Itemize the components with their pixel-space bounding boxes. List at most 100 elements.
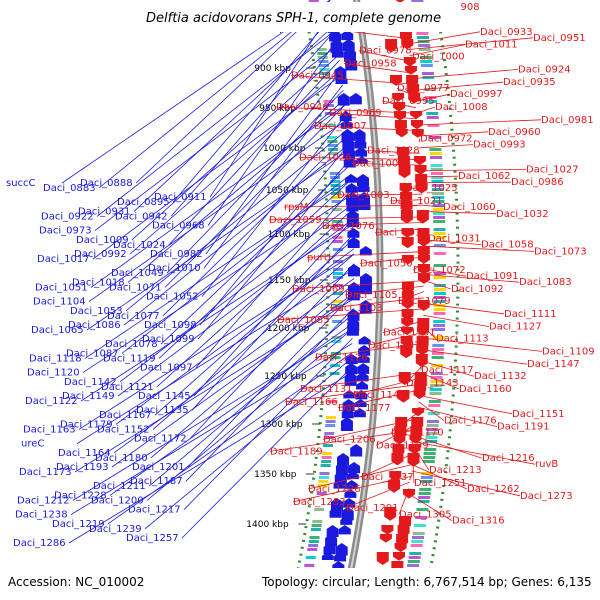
forward-leader	[423, 273, 520, 283]
cog-feature	[425, 436, 438, 439]
forward-gene-label: Daci_1177	[338, 403, 391, 414]
forward-leader	[422, 325, 437, 339]
reverse-gene-label: Daci_1142	[64, 377, 117, 388]
forward-gene-label: Daci_1027	[526, 164, 579, 175]
cog-feature	[320, 464, 331, 467]
reverse-leader	[197, 159, 351, 340]
forward-gene-label: Daci_1166	[285, 397, 338, 408]
forward-gene-label: Daci_1008	[435, 102, 488, 113]
reverse-gene	[344, 174, 357, 183]
forward-gene	[403, 57, 416, 67]
forward-leader	[411, 464, 468, 490]
reverse-gene	[341, 30, 354, 41]
cog-feature	[417, 500, 430, 503]
forward-leader	[321, 222, 424, 227]
cog-feature	[409, 552, 422, 555]
reverse-gene	[355, 156, 368, 165]
cog-feature	[431, 176, 444, 179]
forward-gene-label: Daci_1131	[300, 384, 353, 395]
reverse-gene	[354, 138, 367, 149]
reverse-leader	[150, 283, 355, 459]
cog-feature	[330, 364, 341, 367]
cog-feature	[433, 228, 446, 231]
tick-label: 1400 kbp	[246, 520, 289, 530]
reverse-gene-label: Daci_1009	[76, 235, 129, 246]
forward-gene	[400, 345, 413, 359]
forward-gene-label: Daci_1137	[368, 340, 421, 351]
cog-feature	[332, 308, 343, 311]
forward-leader	[414, 441, 536, 465]
forward-leader	[423, 268, 467, 277]
reverse-leader	[86, 149, 350, 331]
reverse-leader	[74, 298, 354, 473]
forward-gene-label: Daci_1143	[406, 378, 459, 389]
forward-gene	[394, 543, 407, 553]
cog-feature	[332, 240, 343, 243]
forward-gene-label: Daci_0935	[503, 77, 556, 88]
forward-gene-label: Daci_1273	[520, 491, 573, 502]
reverse-leader	[133, 24, 335, 212]
cog-feature	[332, 320, 343, 323]
reverse-gene-label: Daci_1121	[101, 382, 154, 393]
cog-feature	[433, 296, 446, 299]
forward-gene	[400, 327, 413, 336]
forward-gene-label: Daci_1189	[270, 446, 323, 457]
gene-labels: Daci_0959Daci_0979Daci_0891Daci_0908Daci…	[6, 2, 595, 549]
forward-leader	[423, 233, 429, 239]
reverse-gene	[350, 444, 363, 457]
reverse-gene	[359, 282, 372, 295]
forward-gene-label: Daci_1176	[444, 416, 497, 427]
forward-leader	[419, 395, 513, 415]
reverse-leader	[94, 44, 338, 231]
forward-gene-label: Daci_1083	[519, 277, 572, 288]
cog-feature	[418, 496, 431, 499]
forward-leader	[419, 144, 474, 149]
cog-feature	[431, 356, 444, 359]
reverse-leader	[191, 233, 354, 411]
forward-gene-label: Daci_1079	[398, 296, 451, 307]
forward-gene	[384, 507, 397, 521]
cog-feature	[308, 0, 319, 3]
forward-gene	[401, 237, 414, 249]
reverse-leader	[111, 293, 355, 468]
cog-feature	[424, 96, 437, 99]
forward-gene-label: Daci_1237	[361, 472, 414, 483]
reverse-leader	[189, 263, 355, 439]
forward-gene-label: Daci_1062	[458, 171, 511, 182]
forward-gene	[417, 255, 430, 264]
reverse-gene	[341, 408, 354, 419]
reverse-gene-label: Daci_1173	[19, 467, 72, 478]
forward-leader	[298, 157, 421, 160]
cog-feature	[319, 476, 329, 479]
forward-leader	[418, 406, 498, 427]
forward-leader	[423, 303, 505, 315]
reverse-gene	[358, 345, 371, 356]
cog-feature	[432, 196, 445, 199]
forward-gene-label: Daci_1050	[360, 258, 413, 269]
forward-leader	[408, 493, 453, 521]
forward-gene-label: Daci_1004	[352, 158, 405, 169]
reverse-gene-label: Daci_1193	[56, 462, 109, 473]
forward-leader	[390, 412, 418, 433]
reverse-leader	[154, 238, 354, 416]
forward-leader	[268, 216, 424, 221]
forward-leader	[412, 263, 425, 271]
reverse-leader	[113, 278, 355, 454]
reverse-gene-label: Daci_1164	[58, 448, 111, 459]
reverse-gene-label: Daci_1228	[54, 490, 107, 501]
cog-feature	[329, 172, 340, 175]
reverse-leader	[168, 59, 340, 246]
reverse-gene-label: Daci_0942	[115, 211, 168, 222]
reverse-gene-label: Daci_1049	[111, 268, 164, 279]
reverse-gene	[338, 525, 351, 535]
forward-leader	[412, 69, 519, 80]
cog-feature	[431, 184, 444, 187]
forward-leader	[421, 360, 475, 377]
forward-leader	[345, 481, 411, 509]
reverse-gene-label: Daci_1104	[33, 297, 86, 308]
forward-leader	[411, 470, 521, 497]
cog-feature	[311, 524, 322, 527]
cog-feature	[428, 400, 441, 403]
cog-feature	[433, 236, 446, 239]
forward-leader	[418, 401, 445, 421]
